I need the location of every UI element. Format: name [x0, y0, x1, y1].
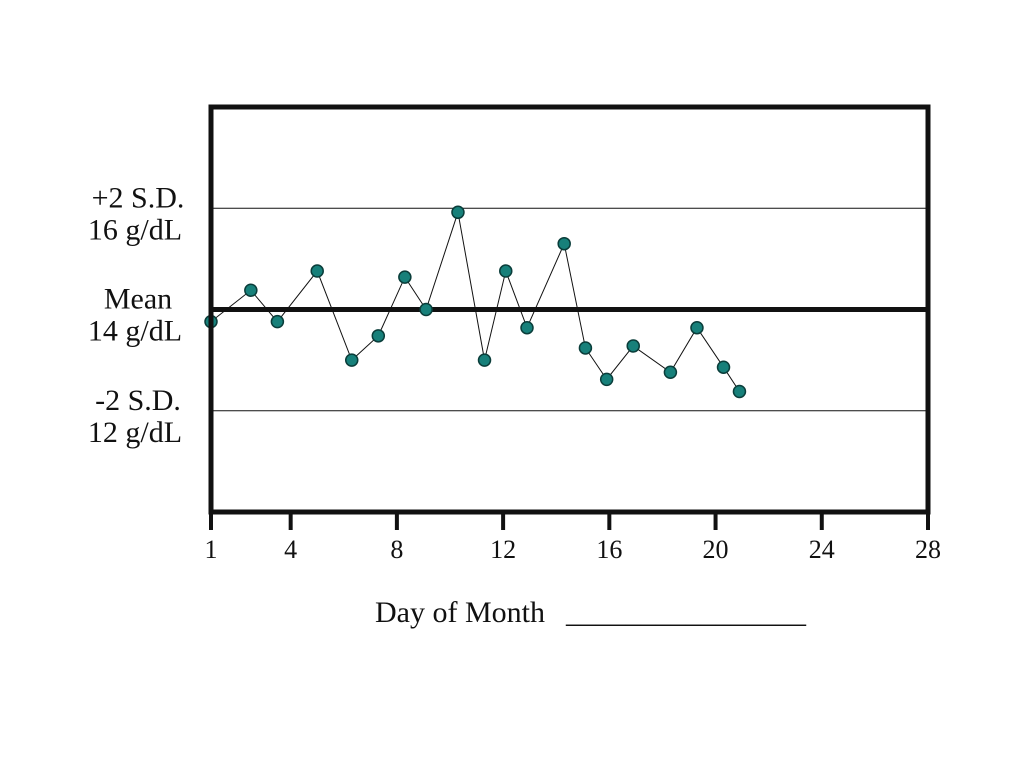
series-line: [210, 212, 740, 392]
data-point-8: [419, 302, 433, 317]
x-tick-label-28: 28: [915, 535, 941, 564]
data-point-3: [270, 314, 285, 329]
x-tick-label-8: 8: [390, 535, 403, 564]
data-point-17: [663, 365, 678, 380]
x-axis-label: Day of Month: [375, 596, 545, 629]
reference-label-2-s-d: -2 S.D.: [95, 384, 181, 417]
x-tick-label-16: 16: [596, 535, 622, 564]
data-point-7: [398, 270, 412, 284]
plot-frame: [208, 104, 931, 515]
x-axis-tick-labels: 1 4 8 12 16 20 24 28: [205, 535, 942, 564]
x-axis-label-blank: ________________: [565, 596, 807, 629]
x-tick-label-1: 1: [205, 535, 218, 564]
reference-label-mean: Mean: [104, 283, 172, 316]
data-point-18: [690, 320, 704, 335]
data-point-9: [451, 205, 465, 220]
data-point-2: [244, 283, 258, 298]
series-line-group: [210, 212, 740, 392]
reference-lines: [211, 207, 928, 412]
data-point-11: [499, 264, 513, 278]
data-point-13: [557, 236, 571, 251]
data-point-10: [477, 353, 492, 367]
reference-value-2-s-d: 12 g/dL: [88, 416, 182, 449]
data-point-12: [520, 320, 534, 335]
x-axis-ticks: [209, 512, 930, 530]
data-point-6: [371, 329, 386, 343]
data-point-16: [626, 339, 640, 353]
data-point-5: [344, 353, 359, 367]
data-point-14: [578, 341, 593, 355]
data-points: [204, 205, 747, 399]
data-point-20: [732, 384, 747, 399]
x-tick-label-4: 4: [284, 535, 297, 564]
x-tick-label-20: 20: [703, 535, 729, 564]
data-point-19: [716, 360, 731, 374]
data-point-4: [310, 264, 324, 278]
x-tick-label-12: 12: [490, 535, 516, 564]
reference-value-mean: 14 g/dL: [88, 315, 182, 348]
data-point-15: [599, 372, 614, 387]
reference-value-2-s-d: 16 g/dL: [88, 213, 182, 246]
reference-label-2-s-d: +2 S.D.: [92, 181, 185, 214]
x-tick-label-24: 24: [809, 535, 835, 564]
